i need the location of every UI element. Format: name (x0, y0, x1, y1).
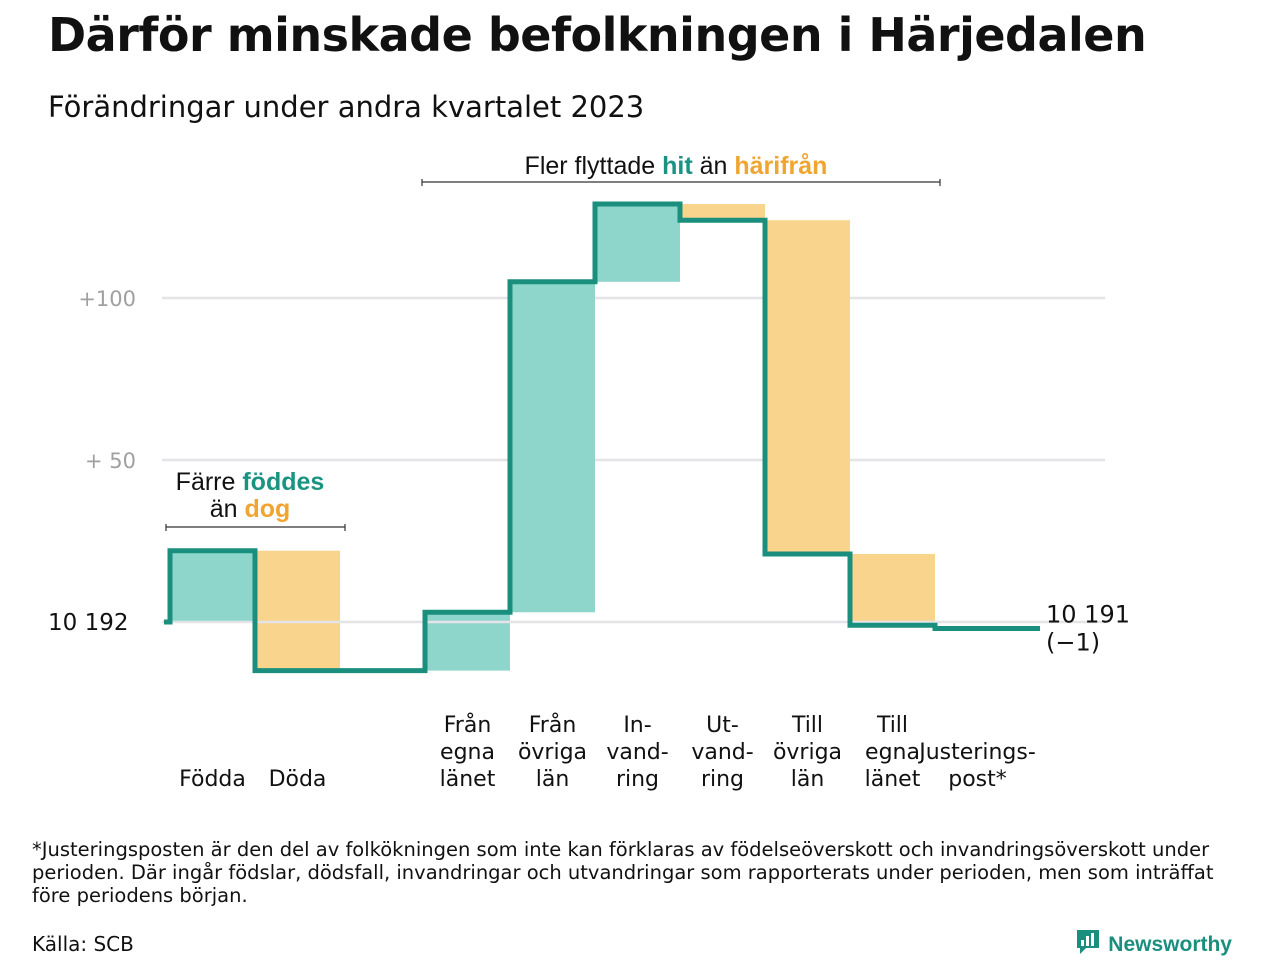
category-label-utvandring: ring (701, 767, 744, 792)
category-label-invandring: ring (616, 767, 659, 792)
bar-utvandring (680, 204, 765, 221)
annotation-text: än (210, 495, 245, 523)
category-label-fran_ovriga: län (536, 767, 570, 792)
bar-fran_ovriga (510, 281, 595, 613)
category-label-fran_ovriga: Från (529, 712, 577, 738)
category-label-fran_egna: länet (440, 767, 496, 792)
annotation-births-line1: Färre föddes (176, 468, 325, 496)
end-value-label: 10 191 (1046, 600, 1130, 628)
source-label: Källa: SCB (32, 932, 134, 956)
brand-name: Newsworthy (1108, 933, 1232, 956)
category-label-till_ovriga: län (791, 767, 825, 792)
category-label-fran_ovriga: övriga (518, 740, 587, 765)
footnote: *Justeringsposten är den del av folkökni… (32, 838, 1214, 907)
annotation-births-line2: än dog (210, 495, 291, 523)
annotation-text: än (693, 152, 735, 180)
end-change-label: (−1) (1046, 628, 1100, 656)
annotation-text: Fler flyttade (525, 152, 663, 180)
y-tick-label: + 50 (85, 449, 136, 473)
annotation-teal-word: föddes (242, 468, 324, 496)
category-label-till_egna: egna (865, 740, 920, 765)
bar-till_egna (850, 553, 935, 626)
gridlines (162, 296, 1105, 462)
annotation-text: Färre (176, 468, 243, 496)
category-label-utvandring: vand- (691, 740, 753, 765)
category-label-fran_egna: Från (444, 712, 492, 738)
chart-title: Därför minskade befolkningen i Härjedale… (48, 8, 1147, 62)
running-total-line (164, 201, 1040, 674)
category-label-fodda: Födda (179, 767, 246, 792)
annotation-orange-word: dog (244, 495, 290, 523)
category-label-invandring: In- (623, 713, 651, 738)
category-label-fran_egna: egna (440, 740, 495, 765)
annotation-moves: Fler flyttade hit än härifrån (525, 152, 828, 180)
start-value-label: 10 192 (48, 610, 128, 636)
chart-subtitle: Förändringar under andra kvartalet 2023 (48, 90, 645, 124)
annotation-teal-word: hit (662, 152, 693, 180)
brand-logo: Newsworthy (1075, 928, 1232, 962)
y-tick-label: +100 (78, 287, 136, 311)
bar-till_ovriga (765, 220, 850, 554)
category-label-till_egna: länet (865, 767, 921, 792)
bar-fodda (170, 550, 255, 622)
category-label-justeringspost: post* (948, 767, 1007, 792)
newsworthy-logo-icon (1075, 928, 1101, 962)
category-label-till_egna: Till (876, 713, 908, 738)
category-label-utvandring: Ut- (706, 713, 739, 738)
bar-invandring (595, 204, 680, 282)
bar-doda (255, 550, 340, 671)
category-label-doda: Döda (269, 767, 327, 792)
category-label-till_ovriga: övriga (773, 740, 842, 765)
category-label-justeringspost: Justerings- (917, 740, 1036, 765)
running-total-path (164, 201, 1040, 674)
annotation-orange-word: härifrån (734, 152, 827, 180)
bars (170, 204, 935, 671)
category-label-till_ovriga: Till (791, 713, 823, 738)
category-label-invandring: vand- (606, 740, 668, 765)
